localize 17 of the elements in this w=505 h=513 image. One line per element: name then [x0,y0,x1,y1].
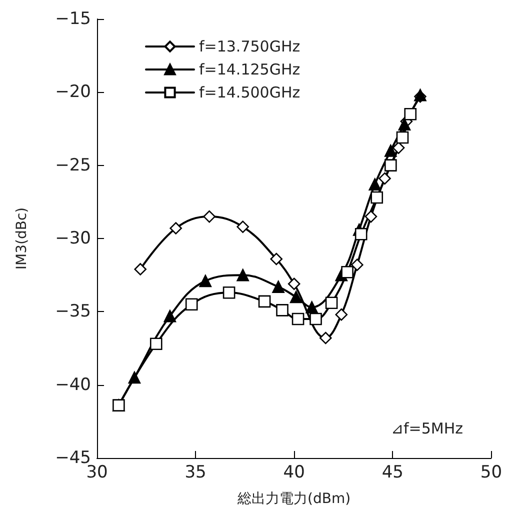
y-tick-label: −40 [55,374,91,395]
x-tick-label: 30 [86,462,108,482]
x-tick-label: 40 [283,462,305,482]
x-tick-label: 50 [480,462,502,482]
legend-label: f=13.750GHz [199,38,300,56]
y-tick-label: −25 [55,155,91,176]
x-tick-label: 35 [184,462,206,482]
y-tick-label: −30 [55,228,91,248]
legend-label: f=14.125GHz [199,60,300,78]
x-axis-title: 総出力電力(dBm) [236,491,351,507]
y-tick-label: −15 [55,9,91,29]
x-tick-label: 45 [382,462,404,482]
y-tick-label: −35 [55,302,91,322]
legend-label: f=14.500GHz [199,84,300,102]
y-axis-title: IM3(dBc) [14,207,30,270]
y-tick-label: −20 [55,82,91,102]
annotation: ⊿f=5MHz [390,420,464,438]
